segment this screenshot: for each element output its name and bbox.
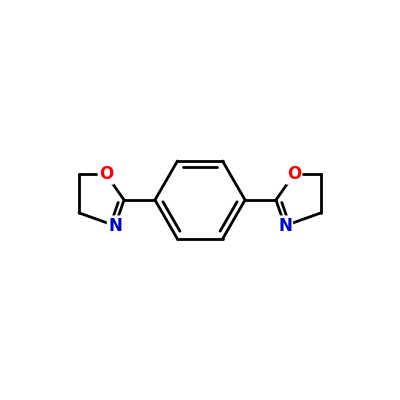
- Text: O: O: [287, 165, 301, 183]
- Text: O: O: [99, 165, 113, 183]
- Text: N: N: [108, 217, 122, 235]
- Text: N: N: [278, 217, 292, 235]
